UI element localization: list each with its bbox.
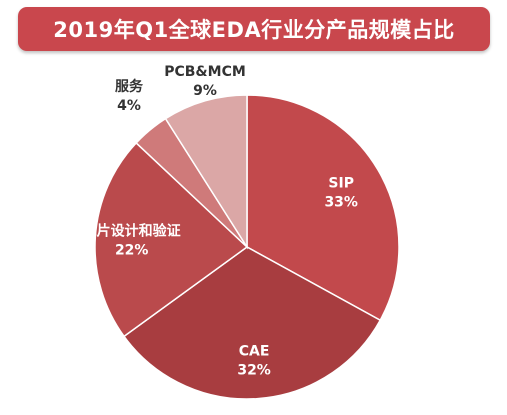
chart-title: 2019年Q1全球EDA行业分产品规模占比	[53, 18, 455, 42]
chart-title-bar: 2019年Q1全球EDA行业分产品规模占比	[18, 7, 490, 51]
slice-label-0: SIP	[328, 175, 354, 191]
pie-slice-0	[246, 94, 400, 322]
slice-label-2: 芯片设计和验证	[83, 223, 181, 240]
slice-label-1: CAE	[239, 343, 270, 359]
slice-percent-2: 22%	[115, 243, 149, 259]
slice-percent-4: 9%	[193, 83, 217, 99]
slice-label-3: 服务	[115, 78, 144, 95]
pie-slice-4	[164, 94, 248, 250]
pie-slice-2	[94, 141, 249, 338]
slice-percent-3: 4%	[117, 98, 141, 114]
slice-label-4: PCB&MCM	[164, 64, 246, 80]
pie-slice-1	[122, 246, 382, 400]
slice-percent-1: 32%	[237, 362, 271, 378]
slice-percent-0: 33%	[324, 194, 358, 210]
